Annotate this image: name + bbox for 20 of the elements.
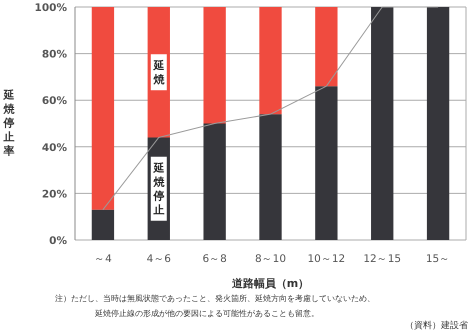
- x-tick-label: 8～10: [254, 253, 286, 265]
- x-tick-label: 15～: [426, 253, 450, 265]
- text: 延焼停止線の形成が他の要因による可能性があることも留意。: [94, 308, 319, 318]
- x-tick-label: 12～15: [363, 253, 402, 265]
- x-tick-label: ～4: [94, 253, 112, 265]
- x-tick-label: 10～12: [307, 253, 346, 265]
- text: （資料）建設省: [405, 320, 468, 331]
- y-tick-label: 100%: [34, 2, 68, 14]
- y-tick-label: 20%: [42, 188, 68, 200]
- series-label: 延焼: [152, 59, 166, 86]
- y-tick-label: 80%: [42, 48, 68, 61]
- y-axis-title: 延焼停止率: [2, 88, 16, 158]
- text: 注）ただし、当時は無風状態であったこと、発火箇所、延焼方向を考慮していないため、: [55, 293, 375, 303]
- series-label: 延焼停止: [152, 162, 166, 217]
- x-axis-title: 道路幅員（m）: [230, 277, 310, 290]
- y-tick-label: 40%: [42, 142, 68, 154]
- y-tick-label: 60%: [42, 95, 68, 108]
- y-tick-label: 0%: [49, 235, 68, 247]
- x-tick-label: 4～6: [146, 253, 172, 265]
- x-tick-label: 6～8: [202, 253, 227, 265]
